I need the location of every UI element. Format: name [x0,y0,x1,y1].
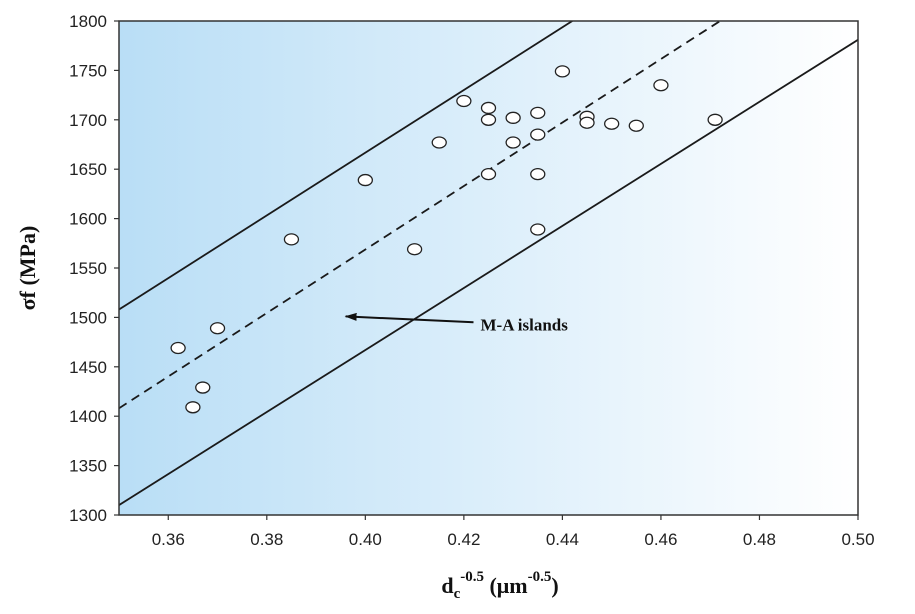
data-point [456,94,472,108]
y-tick-label: 1650 [69,160,107,179]
x-tick-label: 0.40 [349,530,382,549]
data-point [406,243,423,256]
x-axis: 0.36 0.38 0.40 0.42 0.44 0.46 0.48 0.50 [152,515,875,549]
data-point [530,223,546,236]
annotation: M-A islands [344,312,569,334]
data-point [554,65,571,78]
data-point [195,381,211,394]
data-point [604,117,620,130]
data-point [480,113,497,126]
data-point [628,119,644,132]
x-axis-title-unit-close: ) [551,573,558,598]
x-tick-label: 0.36 [152,530,185,549]
data-point [530,106,546,120]
y-tick-label: 1700 [69,111,107,130]
y-tick-label: 1300 [69,506,107,525]
y-tick-label: 1500 [69,308,107,327]
lower-bound-line [119,39,858,506]
data-point [185,401,201,414]
y-tick-label: 1550 [69,259,107,278]
x-tick-label: 0.48 [743,530,776,549]
x-axis-title-base: d [441,573,453,598]
data-point [579,116,595,129]
x-axis-title-unit-sup: -0.5 [528,569,552,585]
data-point [357,173,373,187]
y-tick-label: 1350 [69,457,107,476]
y-axis: 1300 1350 1400 1450 1500 1550 1600 1650 1700 1750… [69,12,119,525]
data-point [480,101,497,115]
y-axis-title: σf (MPa) [15,226,40,311]
plot-background [119,21,858,515]
data-point [283,233,300,246]
y-tick-label: 1600 [69,210,107,229]
data-point [170,341,186,355]
x-tick-label: 0.44 [546,530,579,549]
data-point [530,128,546,141]
annotation-arrow [344,312,474,324]
x-axis-title-sub: c [454,586,461,602]
x-tick-label: 0.50 [841,530,874,549]
x-axis-title: dc-0.5 (μm-0.5) [441,569,558,602]
x-axis-title-unit: (μm [484,573,528,598]
data-point [431,136,447,149]
y-tick-label: 1400 [69,407,107,426]
x-tick-label: 0.42 [447,530,480,549]
x-tick-label: 0.38 [250,530,283,549]
points-layer [170,65,723,414]
data-point [505,111,521,124]
annotation-label: M-A islands [481,315,569,334]
x-tick-label: 0.46 [644,530,677,549]
data-point [209,322,226,335]
data-point [530,167,546,181]
x-axis-title-sup: -0.5 [460,569,484,585]
upper-bound-line [119,21,573,311]
y-tick-label: 1750 [69,61,107,80]
y-tick-label: 1800 [69,12,107,31]
y-tick-label: 1450 [69,358,107,377]
data-point [707,113,723,126]
data-point [653,79,669,92]
data-point [505,136,521,149]
data-point [480,167,497,181]
line-layer [119,21,858,506]
